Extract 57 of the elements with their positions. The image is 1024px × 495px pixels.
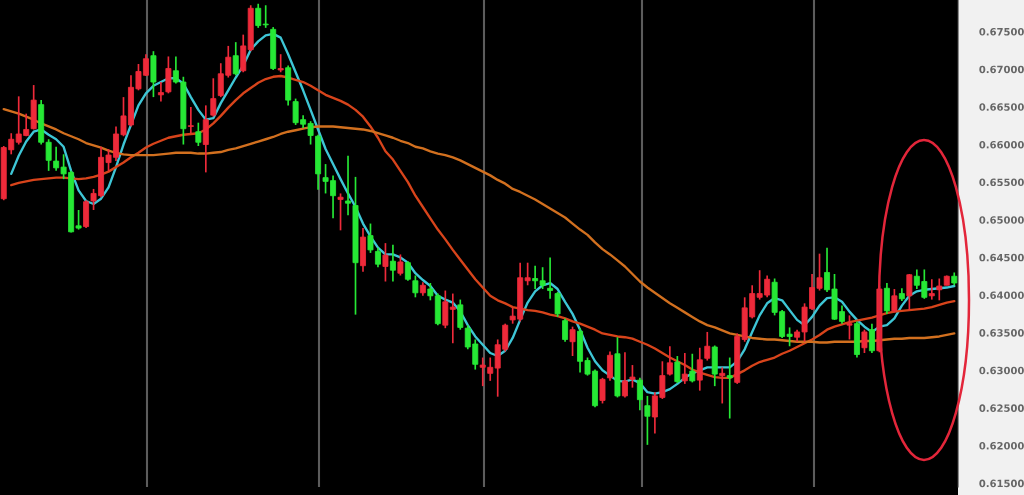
y-tick-label: 0.66000: [979, 140, 1024, 149]
candlestick: [726, 356, 733, 420]
candlestick: [936, 277, 943, 302]
candlestick: [704, 331, 711, 362]
candlestick: [719, 366, 726, 405]
candlestick: [562, 317, 569, 343]
candlestick: [277, 53, 284, 74]
y-tick-label: 0.65000: [979, 216, 1024, 224]
candlestick: [861, 328, 868, 354]
candlestick: [883, 282, 890, 315]
candlestick: [666, 345, 673, 377]
candlestick: [457, 298, 464, 331]
candlestick: [569, 325, 576, 357]
candlestick: [232, 41, 239, 77]
candlestick: [262, 4, 269, 29]
candlestick: [412, 274, 419, 299]
y-tick-label: 0.62000: [979, 441, 1024, 450]
candlestick: [607, 350, 613, 382]
candlestick: [547, 256, 554, 300]
candlestick: [367, 222, 374, 254]
candlestick: [382, 242, 389, 283]
candlestick: [906, 273, 913, 311]
y-tick-label: 0.63000: [979, 366, 1024, 375]
y-tick-label: 0.66500: [979, 103, 1024, 111]
candlestick: [599, 377, 606, 405]
candlestick: [337, 192, 344, 232]
candlestick: [644, 395, 651, 446]
y-tick-label: 0.67000: [979, 65, 1024, 74]
y-tick-label: 0.65500: [979, 178, 1024, 187]
candlestick: [397, 253, 404, 277]
candlestick: [195, 121, 202, 147]
candlestick: [187, 106, 194, 135]
candlestick: [928, 278, 935, 301]
y-tick-label: 0.64000: [979, 291, 1024, 299]
candlestick: [629, 364, 636, 389]
candlestick: [689, 352, 696, 384]
candlestick: [404, 260, 411, 282]
y-tick-label: 0.64500: [979, 253, 1024, 262]
candlestick: [696, 346, 703, 392]
candlestick: [674, 355, 681, 384]
candlestick: [681, 352, 688, 385]
candlestick: [165, 55, 172, 95]
candlestick: [636, 377, 643, 412]
candlestick: [554, 291, 561, 318]
candlestick: [157, 81, 164, 103]
candlestick: [255, 2, 262, 29]
candlestick: [621, 351, 628, 399]
y-tick-label: 0.63500: [979, 329, 1024, 337]
y-tick-label: 0.67500: [979, 27, 1024, 36]
candlestick: [345, 154, 351, 217]
candlestick: [210, 77, 217, 118]
candlestick: [389, 243, 396, 283]
candlestick: [868, 322, 875, 354]
candlestick: [375, 246, 381, 269]
candlestick: [846, 314, 853, 341]
y-tick-label: 0.61500: [979, 479, 1024, 488]
y-tick-label: 0.62500: [979, 404, 1024, 412]
